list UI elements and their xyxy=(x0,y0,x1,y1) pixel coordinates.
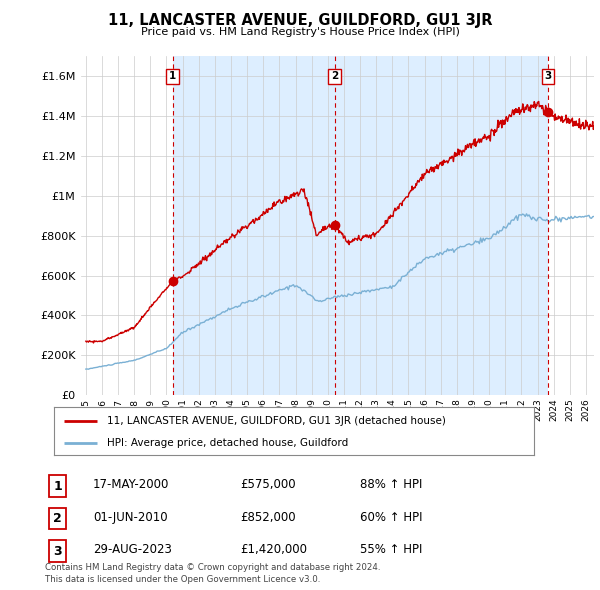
Text: 55% ↑ HPI: 55% ↑ HPI xyxy=(360,543,422,556)
Text: 01-JUN-2010: 01-JUN-2010 xyxy=(93,511,167,524)
Text: 3: 3 xyxy=(53,545,62,558)
Text: 11, LANCASTER AVENUE, GUILDFORD, GU1 3JR (detached house): 11, LANCASTER AVENUE, GUILDFORD, GU1 3JR… xyxy=(107,415,446,425)
Text: This data is licensed under the Open Government Licence v3.0.: This data is licensed under the Open Gov… xyxy=(45,575,320,584)
Text: 17-MAY-2000: 17-MAY-2000 xyxy=(93,478,169,491)
Text: 3: 3 xyxy=(545,71,552,81)
Text: 60% ↑ HPI: 60% ↑ HPI xyxy=(360,511,422,524)
Text: 11, LANCASTER AVENUE, GUILDFORD, GU1 3JR: 11, LANCASTER AVENUE, GUILDFORD, GU1 3JR xyxy=(108,13,492,28)
Text: £1,420,000: £1,420,000 xyxy=(240,543,307,556)
Text: Contains HM Land Registry data © Crown copyright and database right 2024.: Contains HM Land Registry data © Crown c… xyxy=(45,563,380,572)
Text: £852,000: £852,000 xyxy=(240,511,296,524)
Text: Price paid vs. HM Land Registry's House Price Index (HPI): Price paid vs. HM Land Registry's House … xyxy=(140,27,460,37)
Text: HPI: Average price, detached house, Guildford: HPI: Average price, detached house, Guil… xyxy=(107,438,348,448)
Text: 2: 2 xyxy=(331,71,338,81)
Text: 29-AUG-2023: 29-AUG-2023 xyxy=(93,543,172,556)
Bar xyxy=(335,56,548,395)
Bar xyxy=(173,56,335,395)
Text: 1: 1 xyxy=(53,480,62,493)
Text: £575,000: £575,000 xyxy=(240,478,296,491)
Text: 88% ↑ HPI: 88% ↑ HPI xyxy=(360,478,422,491)
Text: 1: 1 xyxy=(169,71,176,81)
Text: 2: 2 xyxy=(53,512,62,525)
